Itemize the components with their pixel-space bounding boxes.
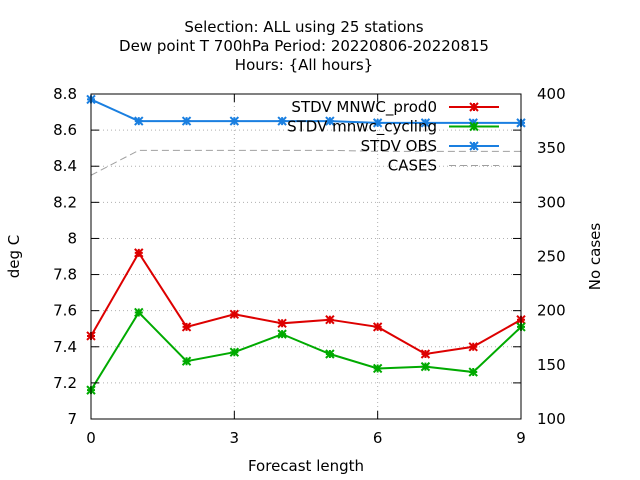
data-point — [325, 116, 335, 126]
data-point — [181, 356, 192, 366]
legend-marker — [469, 121, 479, 132]
legend-marker — [469, 141, 479, 151]
data-point — [134, 307, 144, 318]
x-tick-label: 6 — [373, 429, 383, 447]
y-tick-label: 8.8 — [53, 85, 77, 103]
series-line — [90, 149, 521, 176]
y2-tick-label: 100 — [537, 410, 566, 428]
data-point — [229, 347, 240, 357]
series-1 — [86, 307, 526, 395]
x-tick-label: 0 — [86, 429, 96, 447]
title-line-2: Dew point T 700hPa Period: 20220806-2022… — [119, 37, 489, 55]
data-point — [372, 322, 383, 332]
plot-frame — [90, 93, 522, 420]
title-line-1: Selection: ALL using 25 stations — [184, 18, 423, 36]
data-point — [420, 349, 431, 359]
y-tick-label: 8.2 — [53, 193, 77, 211]
legend-label: STDV mnwc_cycling — [287, 118, 437, 137]
series-line — [90, 250, 522, 356]
legend-marker — [469, 102, 479, 112]
y-tick-label: 7.6 — [53, 302, 77, 320]
y2-tick-label: 400 — [537, 85, 566, 103]
data-point — [229, 309, 240, 319]
series-3 — [90, 149, 521, 176]
y2-tick-label: 300 — [537, 193, 566, 211]
title-line-3: Hours: {All hours} — [235, 56, 373, 74]
y2-tick-label: 200 — [537, 302, 566, 320]
data-point — [468, 367, 478, 377]
legend-entry: STDV mnwc_cycling — [287, 118, 499, 137]
data-point — [181, 116, 192, 126]
y2-axis-label: No cases — [586, 223, 604, 291]
legend-entry: CASES — [388, 157, 499, 175]
legend-entry: STDV MNWC_prod0 — [291, 98, 499, 117]
data-point — [277, 116, 287, 126]
data-point — [277, 329, 287, 339]
axes: 77.27.47.67.888.28.48.68.810015020025030… — [53, 85, 566, 447]
data-point — [372, 118, 383, 128]
y-tick-label: 7.8 — [53, 266, 77, 284]
data-point — [325, 349, 335, 359]
x-axis-label: Forecast length — [248, 457, 364, 475]
chart-title: Selection: ALL using 25 stations Dew poi… — [119, 18, 489, 74]
legend-label: STDV OBS — [361, 137, 437, 155]
y2-tick-label: 150 — [537, 356, 566, 374]
y-tick-label: 8 — [67, 229, 77, 247]
data-point — [277, 318, 287, 329]
x-tick-label: 3 — [230, 429, 240, 447]
y-tick-label: 7.2 — [53, 374, 77, 392]
series-line — [90, 98, 521, 124]
legend-label: STDV MNWC_prod0 — [291, 98, 437, 117]
data-point — [181, 322, 192, 332]
data-point — [372, 363, 383, 374]
y2-tick-label: 350 — [537, 139, 566, 157]
x-tick-label: 9 — [516, 429, 526, 447]
y-tick-label: 7 — [67, 410, 77, 428]
series-layer — [86, 94, 526, 395]
series-0 — [86, 248, 526, 359]
legend-entry: STDV OBS — [361, 137, 499, 155]
y-axis-label: deg C — [5, 235, 23, 279]
y-tick-label: 8.6 — [53, 121, 77, 139]
series-line — [90, 310, 522, 391]
data-point — [468, 342, 478, 352]
y-tick-label: 7.4 — [53, 338, 77, 356]
legend-label: CASES — [388, 157, 437, 175]
data-point — [420, 361, 431, 372]
y-tick-label: 8.4 — [53, 157, 77, 175]
data-point — [134, 116, 144, 126]
y2-tick-label: 250 — [537, 248, 566, 266]
data-point — [134, 248, 144, 258]
data-point — [229, 116, 240, 126]
data-point — [325, 314, 335, 325]
data-point — [420, 118, 431, 128]
